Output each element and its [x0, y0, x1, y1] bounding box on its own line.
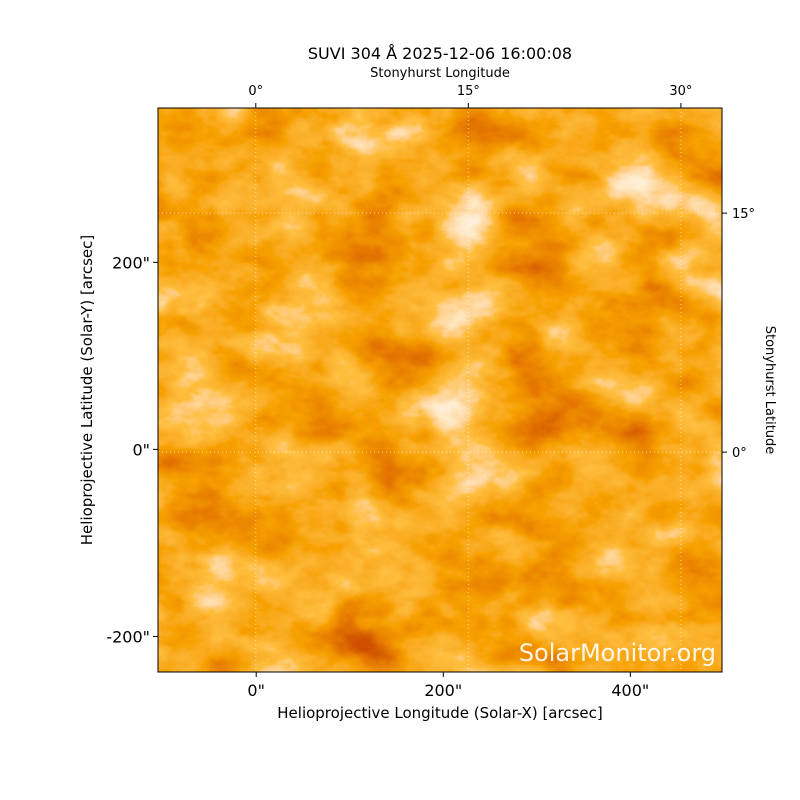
y-tick-label: -200" [106, 627, 150, 646]
y2-axis-label: Stonyhurst Latitude [762, 326, 777, 455]
y2-tick-label: 0° [732, 446, 747, 461]
x2-tick-label: 15° [457, 84, 480, 99]
y-tick-label: 200" [112, 253, 150, 272]
x-tick-label: 400" [611, 681, 649, 700]
x2-tick-label: 0° [248, 84, 263, 99]
x-tick-label: 0" [247, 681, 265, 700]
chart-title: SUVI 304 Å 2025-12-06 16:00:08 [308, 44, 572, 63]
y2-tick-label: 15° [732, 207, 755, 222]
solar-image [158, 108, 722, 672]
x-axis-label: Helioprojective Longitude (Solar-X) [arc… [277, 704, 602, 722]
plot-frame [157, 107, 723, 673]
x-tick-label: 200" [424, 681, 462, 700]
y-axis-label: Helioprojective Latitude (Solar-Y) [arcs… [78, 235, 96, 545]
watermark: SolarMonitor.org [519, 639, 716, 667]
y-tick-label: 0" [132, 440, 150, 459]
x2-axis-label: Stonyhurst Longitude [370, 66, 510, 81]
x2-tick-label: 30° [669, 84, 692, 99]
